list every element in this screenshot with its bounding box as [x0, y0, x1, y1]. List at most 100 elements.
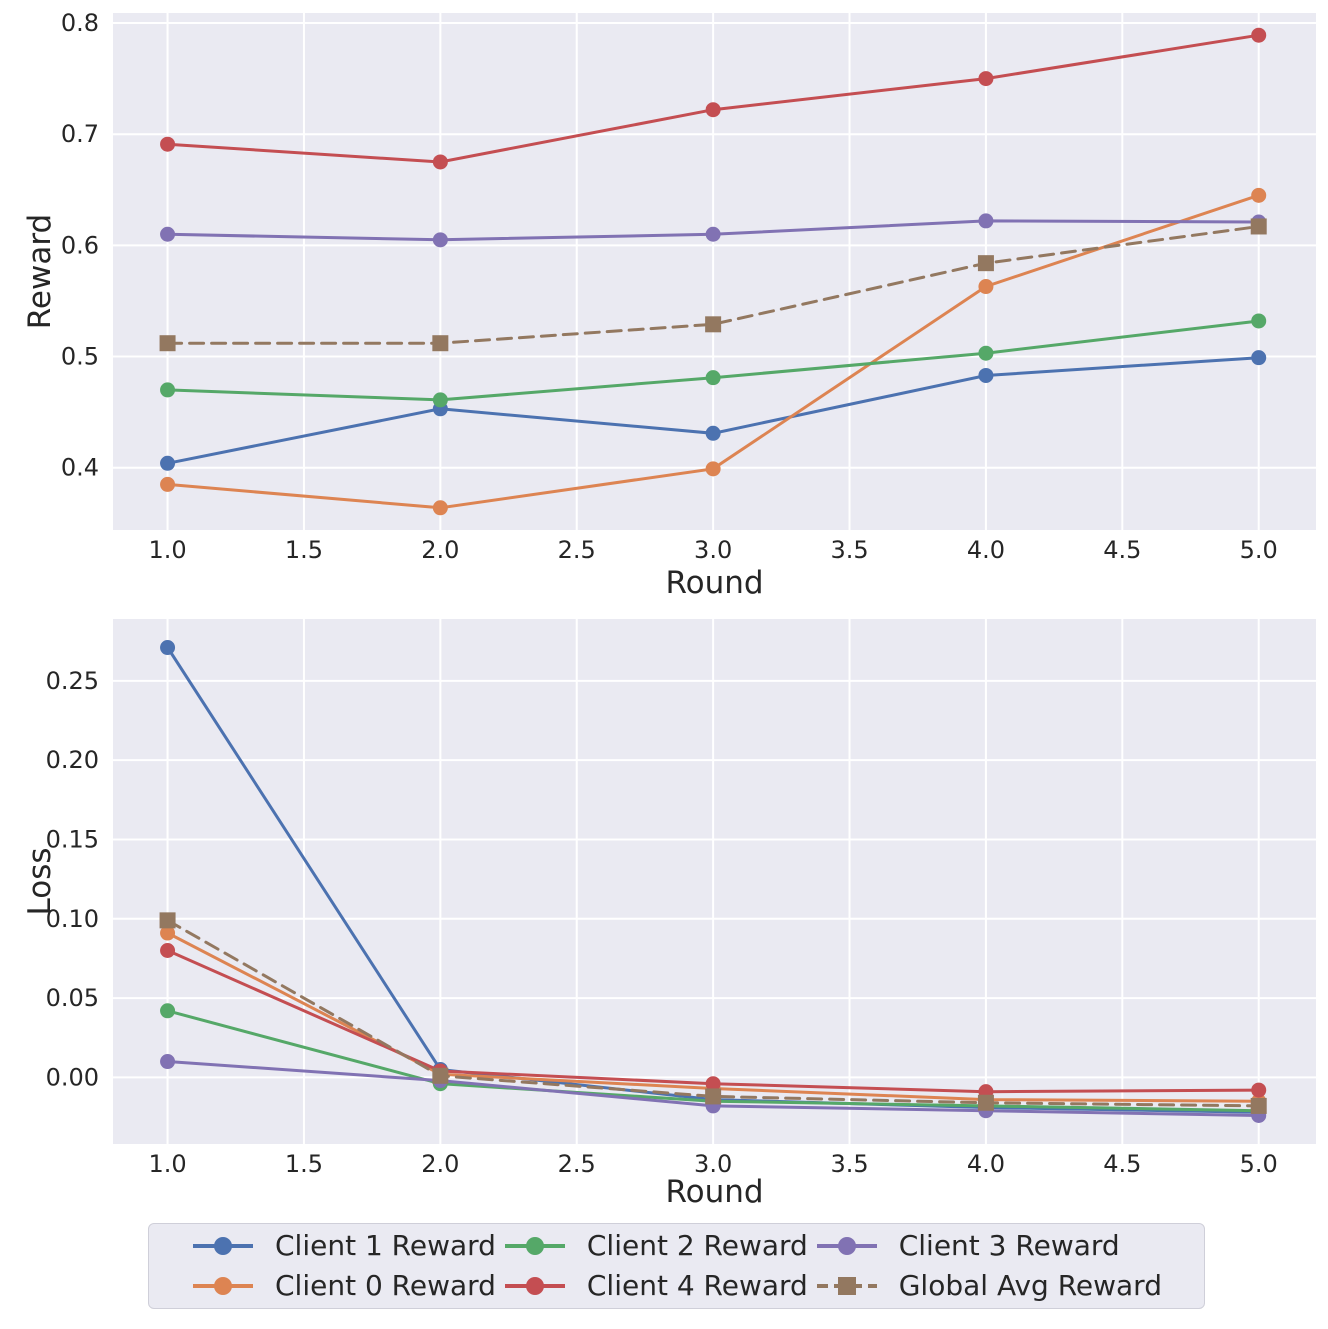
x-tick-label: 1.0: [148, 536, 186, 564]
legend-marker-circle: [837, 1237, 856, 1255]
x-tick-label: 3.0: [694, 1150, 732, 1178]
marker-circle: [705, 461, 721, 477]
legend-item-client-2-reward: Client 2 Reward: [503, 1229, 808, 1263]
marker-circle: [160, 925, 176, 941]
legend-item-global-avg-reward: Global Avg Reward: [815, 1269, 1162, 1303]
marker-circle: [978, 367, 994, 383]
legend-label: Client 3 Reward: [898, 1229, 1120, 1262]
marker-circle: [978, 71, 994, 87]
legend-label: Client 4 Reward: [586, 1269, 808, 1302]
y-tick-label: 0.10: [46, 905, 99, 933]
x-tick-label: 2.0: [421, 536, 459, 564]
marker-square: [1250, 1097, 1267, 1114]
marker-circle: [432, 500, 448, 516]
marker-square: [159, 335, 176, 352]
legend-column: Client 1 Reward Client 0 Reward: [191, 1229, 496, 1303]
x-tick-label: 2.5: [558, 536, 596, 564]
y-axis-label: Reward: [22, 214, 58, 329]
legend-marker-circle: [525, 1237, 544, 1255]
legend-swatch-line-icon: [504, 1277, 565, 1295]
marker-circle: [1251, 313, 1267, 329]
x-tick-label: 5.0: [1240, 1150, 1278, 1178]
legend-swatch-dashed-icon: [816, 1277, 877, 1295]
legend-marker-square: [837, 1277, 856, 1295]
legend-swatch-line-icon: [193, 1277, 253, 1295]
marker-circle: [978, 345, 994, 361]
legend-marker-circle: [214, 1277, 232, 1295]
x-tick-label: 2.5: [558, 1150, 596, 1178]
marker-circle: [432, 392, 448, 408]
legend-column: Client 3 Reward Global Avg Reward: [815, 1229, 1162, 1303]
loss-chart: 1.0 1.5 2.0 2.5 3.0 3.5 4.0 4.5 5.0 0.00 0.05 0.10 0…: [22, 619, 1316, 1210]
x-tick-label: 4.5: [1103, 536, 1141, 564]
y-axis-label: Loss: [22, 848, 58, 916]
marker-circle: [705, 102, 721, 118]
legend-item-client-3-reward: Client 3 Reward: [815, 1229, 1162, 1263]
y-tick-label: 0.7: [61, 120, 99, 148]
marker-circle: [1251, 350, 1267, 366]
marker-circle: [705, 1076, 721, 1092]
x-tick-label: 5.0: [1240, 536, 1278, 564]
marker-circle: [160, 942, 176, 958]
marker-circle: [160, 136, 176, 152]
x-tick-label: 3.5: [830, 536, 868, 564]
y-tick-label: 0.4: [61, 454, 99, 482]
legend-marker-circle: [214, 1237, 232, 1255]
marker-circle: [705, 370, 721, 386]
marker-square: [705, 316, 722, 333]
marker-circle: [160, 476, 176, 492]
series-line-global-avg-reward: [166, 225, 1261, 345]
legend-label: Client 1 Reward: [275, 1229, 496, 1262]
marker-circle: [1251, 187, 1267, 203]
legend-item-client-0-reward: Client 0 Reward: [191, 1269, 496, 1303]
y-tick-label: 0.20: [46, 746, 99, 774]
marker-square: [977, 1094, 994, 1111]
marker-circle: [160, 1054, 176, 1070]
x-tick-label: 4.0: [967, 1150, 1005, 1178]
marker-circle: [160, 382, 176, 398]
x-tick-label: 1.5: [285, 1150, 323, 1178]
legend-swatch-line-icon: [193, 1237, 253, 1255]
marker-square: [1250, 218, 1267, 235]
marker-circle: [432, 232, 448, 248]
x-tick-label: 1.5: [285, 536, 323, 564]
y-tick-label: 0.5: [61, 343, 99, 371]
y-tick-label: 0.00: [46, 1063, 99, 1091]
y-tick-label: 0.8: [61, 9, 99, 37]
marker-circle: [160, 640, 176, 656]
marker-circle: [1251, 27, 1267, 43]
legend-label: Global Avg Reward: [898, 1269, 1162, 1302]
marker-circle: [160, 1003, 176, 1019]
marker-circle: [978, 279, 994, 295]
marker-circle: [160, 226, 176, 242]
marker-circle: [432, 154, 448, 170]
legend-swatch-line-icon: [816, 1237, 877, 1255]
reward-chart: 1.0 1.5 2.0 2.5 3.0 3.5 4.0 4.5 5.0 0.4 0.5 0.6 0.7 0…: [22, 9, 1316, 601]
marker-square: [705, 1088, 722, 1105]
marker-square: [432, 335, 449, 352]
y-tick-label: 0.6: [61, 231, 99, 259]
legend: Client 1 Reward Client 0 Reward Client 2 R…: [148, 1223, 1205, 1309]
x-axis-label: Round: [665, 565, 763, 601]
marker-square: [159, 912, 176, 929]
marker-square: [977, 255, 994, 272]
legend-marker-circle: [525, 1277, 544, 1295]
legend-item-client-1-reward: Client 1 Reward: [191, 1229, 496, 1263]
y-tick-label: 0.05: [46, 984, 99, 1012]
marker-circle: [705, 226, 721, 242]
marker-circle: [160, 455, 176, 471]
legend-label: Client 0 Reward: [275, 1269, 496, 1302]
y-tick-label: 0.25: [46, 667, 99, 695]
plot-area: [113, 619, 1316, 1144]
plot-area: [113, 13, 1316, 530]
legend-swatch-line-icon: [504, 1237, 565, 1255]
x-axis-label: Round: [665, 1174, 763, 1210]
legend-item-client-4-reward: Client 4 Reward: [503, 1269, 808, 1303]
x-tick-label: 1.0: [148, 1150, 186, 1178]
legend-label: Client 2 Reward: [586, 1229, 808, 1262]
x-tick-label: 3.5: [830, 1150, 868, 1178]
legend-column: Client 2 Reward Client 4 Reward: [503, 1229, 808, 1303]
marker-square: [432, 1067, 449, 1084]
x-tick-label: 2.0: [421, 1150, 459, 1178]
